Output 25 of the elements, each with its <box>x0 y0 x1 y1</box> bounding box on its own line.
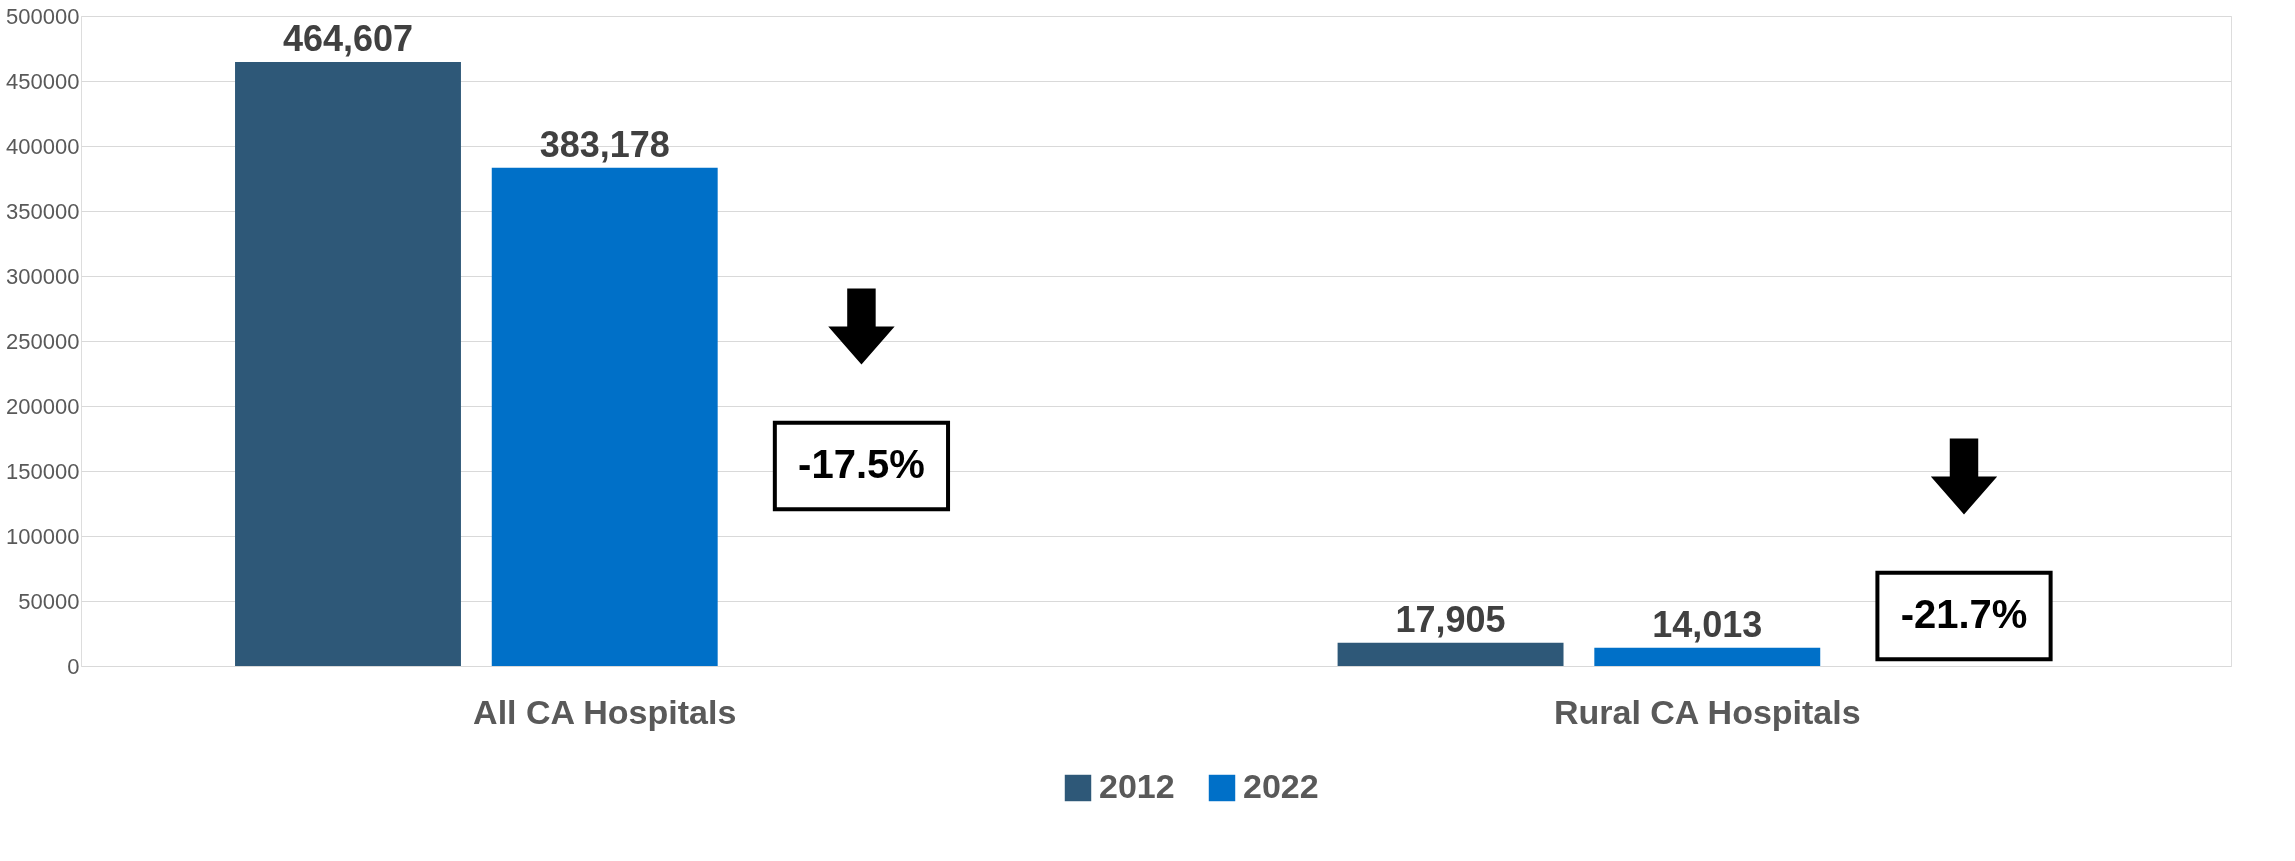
bar <box>1337 642 1564 666</box>
x-tick-label: Rural CA Hospitals <box>1553 692 1861 731</box>
x-tick-label: All CA Hospitals <box>473 692 737 731</box>
legend-label: 2012 <box>1099 767 1175 805</box>
y-tick-label: 500000 <box>6 3 80 29</box>
legend-label: 2022 <box>1243 767 1319 805</box>
annotation: -17.5% <box>798 442 925 486</box>
y-tick-label: 200000 <box>6 393 80 419</box>
data-label: 14,013 <box>1652 603 1763 645</box>
y-tick-label: 450000 <box>6 68 80 94</box>
y-tick-label: 100000 <box>6 523 80 549</box>
data-label: 17,905 <box>1395 598 1506 640</box>
y-tick-label: 150000 <box>6 458 80 484</box>
y-tick-label: 350000 <box>6 198 80 224</box>
y-tick-label: 0 <box>67 653 80 679</box>
data-label: 383,178 <box>539 123 670 165</box>
annotation: -21.7% <box>1900 592 2028 636</box>
data-label: 464,607 <box>282 18 414 60</box>
y-tick-label: 400000 <box>6 133 80 159</box>
bar <box>1594 647 1821 666</box>
bar <box>235 62 461 666</box>
bar <box>491 167 718 666</box>
y-tick-label: 300000 <box>6 263 80 289</box>
y-tick-label: 250000 <box>6 328 80 354</box>
y-tick-label: 50000 <box>18 588 80 614</box>
